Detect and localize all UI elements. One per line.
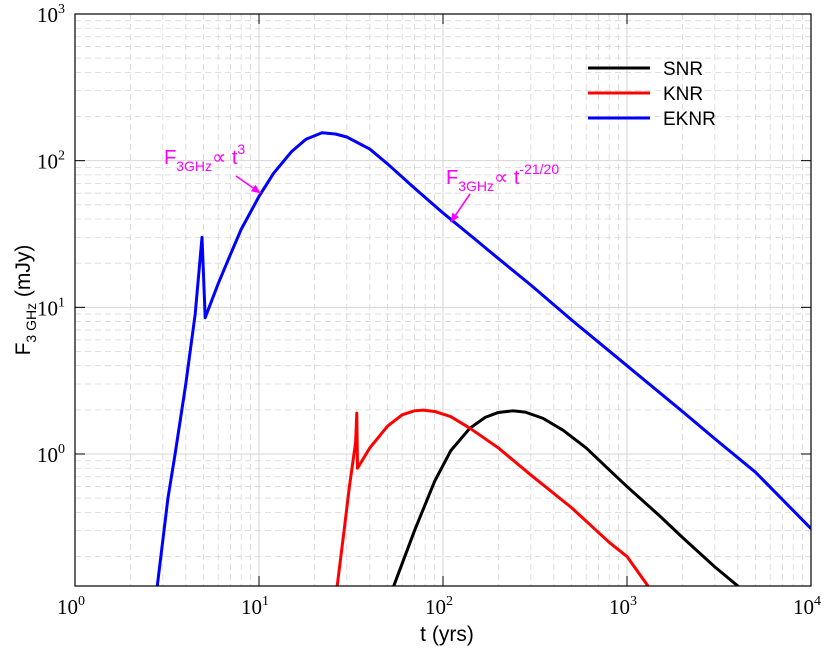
y-axis-label-unit: (mJy) xyxy=(12,245,35,303)
y-tick-label: 102 xyxy=(37,149,65,174)
legend: SNR KNR EKNR xyxy=(588,59,716,130)
y-axis-label: F3 GHz (mJy) xyxy=(12,245,39,356)
legend-label-snr: SNR xyxy=(663,59,703,80)
y-axis-label-sub: 3 GHz xyxy=(23,303,39,343)
annotation-label: F3GHz∝ t-21/20 xyxy=(446,161,559,194)
series-line-eknr xyxy=(155,131,811,586)
y-tick-label: 103 xyxy=(37,2,65,27)
x-tick-label: 103 xyxy=(609,594,637,619)
series-line-snr xyxy=(392,409,740,586)
x-tick-label: 101 xyxy=(241,594,269,619)
annotations: F3GHz∝ t3 F3GHz∝ t-21/20 xyxy=(164,141,559,223)
annotation-arrowhead xyxy=(450,212,459,223)
y-tick-label: 101 xyxy=(37,295,65,320)
x-tick-label: 100 xyxy=(57,594,85,619)
x-tick-label: 104 xyxy=(793,594,821,619)
x-axis-label: t (yrs) xyxy=(420,623,474,646)
y-tick-label: 100 xyxy=(37,442,65,467)
y-axis-label-main: F xyxy=(12,343,35,356)
axis-ticks: 100 101 102 103 104 100 101 102 103 xyxy=(37,2,821,619)
series-lines xyxy=(155,131,811,586)
grid xyxy=(75,14,811,586)
series-line-knr xyxy=(335,408,650,586)
legend-label-eknr: EKNR xyxy=(663,109,716,130)
legend-label-knr: KNR xyxy=(663,84,703,105)
annotation-arrowhead xyxy=(250,184,261,194)
annotation-label: F3GHz∝ t3 xyxy=(164,141,245,174)
x-tick-label: 102 xyxy=(425,594,453,619)
